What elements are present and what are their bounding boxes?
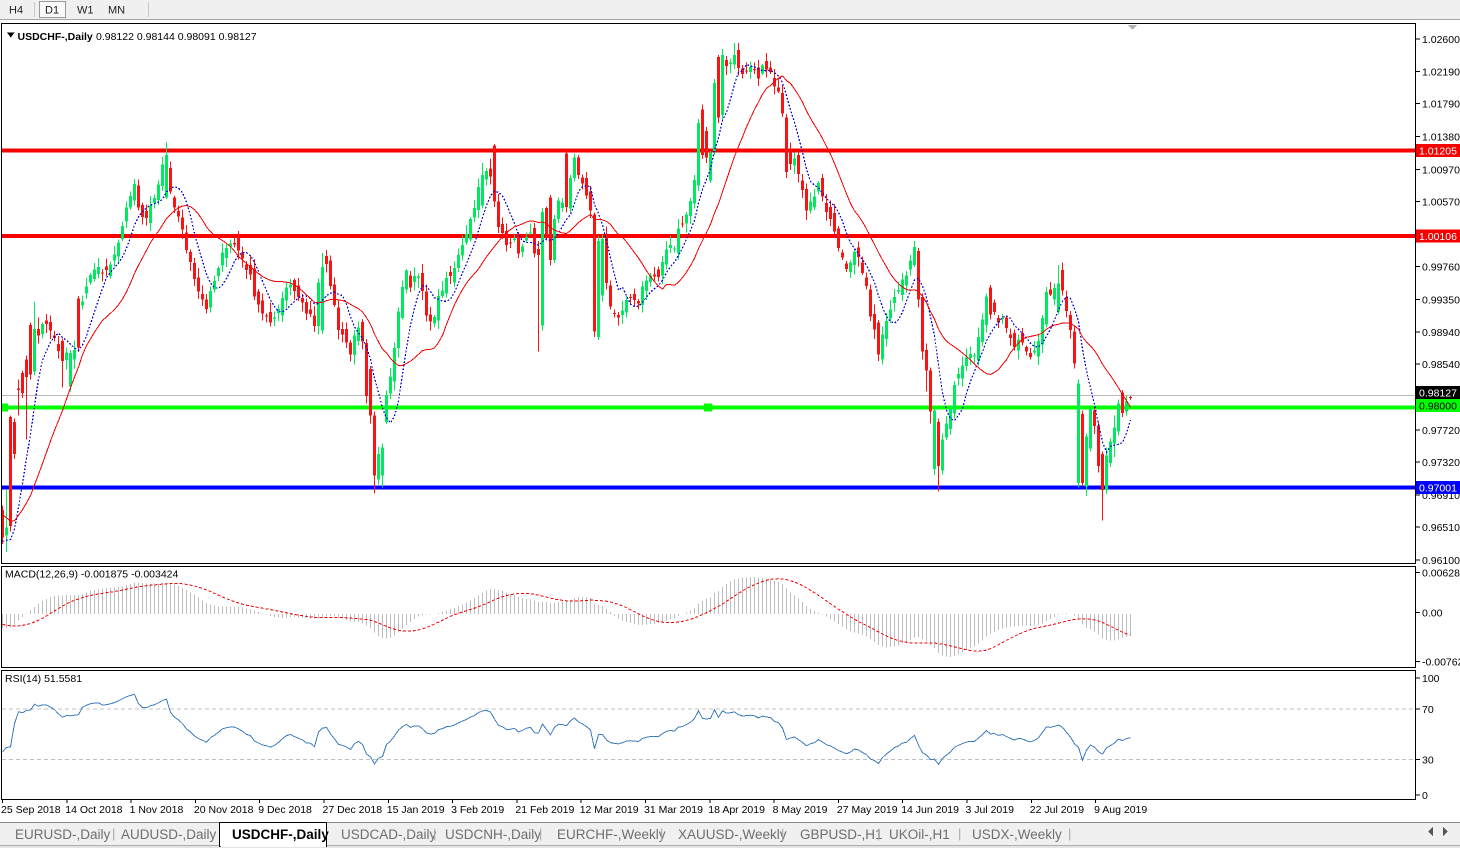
svg-text:MN: MN <box>108 5 125 17</box>
svg-text:USDCHF-,Daily: USDCHF-,Daily <box>18 31 93 43</box>
svg-text:1.00106: 1.00106 <box>1419 231 1457 243</box>
svg-text:9 Aug 2019: 9 Aug 2019 <box>1094 804 1147 816</box>
svg-text:|: | <box>539 826 542 841</box>
svg-text:D1: D1 <box>45 5 59 17</box>
svg-text:USDCNH-,Daily: USDCNH-,Daily <box>445 827 541 842</box>
svg-text:0.97320: 0.97320 <box>1422 457 1460 469</box>
svg-text:18 Apr 2019: 18 Apr 2019 <box>708 804 765 816</box>
svg-text:GBPUSD-,H1: GBPUSD-,H1 <box>800 827 883 842</box>
svg-text:0.98127: 0.98127 <box>1419 388 1457 400</box>
svg-text:USDX-,Weekly: USDX-,Weekly <box>972 827 1062 842</box>
svg-text:12 Mar 2019: 12 Mar 2019 <box>580 804 639 816</box>
svg-text:0.98540: 0.98540 <box>1422 359 1460 371</box>
svg-text:27 May 2019: 27 May 2019 <box>837 804 898 816</box>
svg-text:100: 100 <box>1422 673 1440 685</box>
svg-text:0.98000: 0.98000 <box>1419 401 1457 413</box>
svg-text:AUDUSD-,Daily: AUDUSD-,Daily <box>121 827 217 842</box>
svg-text:0.96510: 0.96510 <box>1422 522 1460 534</box>
svg-text:3 Feb 2019: 3 Feb 2019 <box>451 804 504 816</box>
svg-text:14 Oct 2018: 14 Oct 2018 <box>65 804 122 816</box>
svg-text:25 Sep 2018: 25 Sep 2018 <box>1 804 61 816</box>
svg-text:USDCHF-,Daily: USDCHF-,Daily <box>232 827 329 842</box>
svg-text:1.02190: 1.02190 <box>1422 67 1460 79</box>
svg-text:RSI(14) 51.5581: RSI(14) 51.5581 <box>5 673 82 685</box>
svg-text:14 Jun 2019: 14 Jun 2019 <box>901 804 959 816</box>
svg-text:0.96100: 0.96100 <box>1422 555 1460 567</box>
svg-text:|: | <box>877 826 880 841</box>
svg-text:22 Jul 2019: 22 Jul 2019 <box>1030 804 1084 816</box>
svg-text:|: | <box>433 826 436 841</box>
svg-text:1 Nov 2018: 1 Nov 2018 <box>130 804 184 816</box>
svg-text:|: | <box>781 826 784 841</box>
svg-text:31 Mar 2019: 31 Mar 2019 <box>644 804 703 816</box>
svg-text:30: 30 <box>1422 754 1434 766</box>
svg-text:1.01205: 1.01205 <box>1419 146 1457 158</box>
svg-text:|: | <box>112 826 115 841</box>
svg-text:MACD(12,26,9) -0.001875 -0.003: MACD(12,26,9) -0.001875 -0.003424 <box>5 569 179 581</box>
svg-text:0.97001: 0.97001 <box>1419 483 1457 495</box>
svg-text:0: 0 <box>1422 790 1428 802</box>
svg-text:21 Feb 2019: 21 Feb 2019 <box>515 804 574 816</box>
svg-text:UKOil-,H1: UKOil-,H1 <box>889 827 950 842</box>
svg-text:EURUSD-,Daily: EURUSD-,Daily <box>15 827 111 842</box>
svg-text:3 Jul 2019: 3 Jul 2019 <box>966 804 1015 816</box>
svg-text:0.00: 0.00 <box>1422 608 1443 620</box>
svg-text:0.98122 0.98144 0.98091 0.9812: 0.98122 0.98144 0.98091 0.98127 <box>96 31 257 43</box>
svg-text:1.00970: 1.00970 <box>1422 164 1460 176</box>
svg-text:8 May 2019: 8 May 2019 <box>773 804 828 816</box>
svg-text:EURCHF-,Weekly: EURCHF-,Weekly <box>557 827 666 842</box>
svg-text:0.98940: 0.98940 <box>1422 327 1460 339</box>
svg-text:27 Dec 2018: 27 Dec 2018 <box>323 804 383 816</box>
svg-text:-0.00762: -0.00762 <box>1422 657 1460 669</box>
svg-text:1.02600: 1.02600 <box>1422 34 1460 46</box>
svg-text:W1: W1 <box>77 5 94 17</box>
svg-text:1.01790: 1.01790 <box>1422 99 1460 111</box>
svg-text:|: | <box>660 826 663 841</box>
svg-text:|: | <box>958 826 961 841</box>
svg-text:0.99760: 0.99760 <box>1422 261 1460 273</box>
svg-text:15 Jan 2019: 15 Jan 2019 <box>387 804 445 816</box>
svg-text:H4: H4 <box>9 5 23 17</box>
svg-text:20 Nov 2018: 20 Nov 2018 <box>194 804 254 816</box>
svg-text:0.006286: 0.006286 <box>1422 568 1460 580</box>
svg-text:0.99350: 0.99350 <box>1422 294 1460 306</box>
svg-text:1.01380: 1.01380 <box>1422 132 1460 144</box>
svg-text:|: | <box>1068 826 1071 841</box>
svg-text:0.97720: 0.97720 <box>1422 425 1460 437</box>
svg-text:70: 70 <box>1422 704 1434 716</box>
svg-text:1.00570: 1.00570 <box>1422 197 1460 209</box>
svg-text:USDCAD-,Daily: USDCAD-,Daily <box>341 827 437 842</box>
svg-text:XAUUSD-,Weekly: XAUUSD-,Weekly <box>678 827 787 842</box>
svg-text:9 Dec 2018: 9 Dec 2018 <box>258 804 312 816</box>
